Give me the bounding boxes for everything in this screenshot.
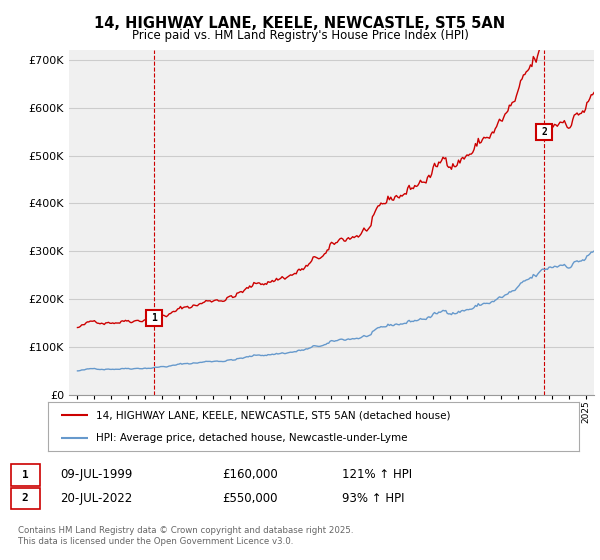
Text: £550,000: £550,000	[222, 492, 277, 505]
Text: 121% ↑ HPI: 121% ↑ HPI	[342, 468, 412, 482]
Text: HPI: Average price, detached house, Newcastle-under-Lyme: HPI: Average price, detached house, Newc…	[96, 433, 407, 444]
Text: 14, HIGHWAY LANE, KEELE, NEWCASTLE, ST5 5AN (detached house): 14, HIGHWAY LANE, KEELE, NEWCASTLE, ST5 …	[96, 410, 450, 421]
Text: Price paid vs. HM Land Registry's House Price Index (HPI): Price paid vs. HM Land Registry's House …	[131, 29, 469, 42]
Text: 93% ↑ HPI: 93% ↑ HPI	[342, 492, 404, 505]
Text: 1: 1	[22, 470, 29, 480]
Text: £160,000: £160,000	[222, 468, 278, 482]
Text: 2: 2	[541, 127, 547, 137]
Text: 2: 2	[22, 493, 29, 503]
Text: 20-JUL-2022: 20-JUL-2022	[60, 492, 132, 505]
Text: 09-JUL-1999: 09-JUL-1999	[60, 468, 133, 482]
Text: Contains HM Land Registry data © Crown copyright and database right 2025.
This d: Contains HM Land Registry data © Crown c…	[18, 526, 353, 546]
Text: 1: 1	[151, 313, 157, 323]
Text: 14, HIGHWAY LANE, KEELE, NEWCASTLE, ST5 5AN: 14, HIGHWAY LANE, KEELE, NEWCASTLE, ST5 …	[94, 16, 506, 31]
